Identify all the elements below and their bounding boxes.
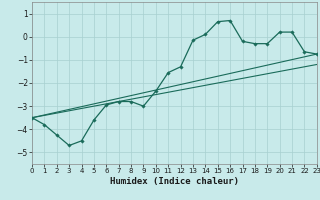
X-axis label: Humidex (Indice chaleur): Humidex (Indice chaleur) [110, 177, 239, 186]
